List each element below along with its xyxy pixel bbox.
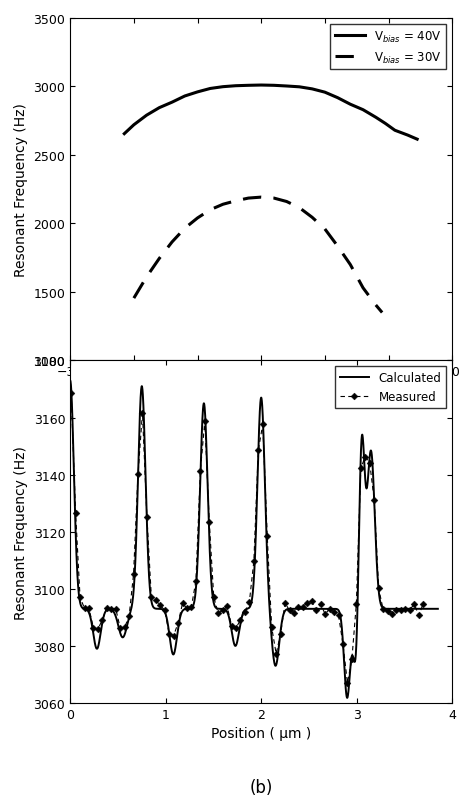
Line: Measured: Measured bbox=[69, 391, 426, 686]
Text: (a): (a) bbox=[250, 436, 273, 454]
V$_{bias}$ = 30V bbox=[271, 194, 277, 204]
V$_{bias}$ = 40V bbox=[347, 100, 353, 110]
X-axis label: Position ( μm ): Position ( μm ) bbox=[211, 385, 311, 398]
V$_{bias}$ = 40V bbox=[297, 83, 302, 92]
V$_{bias}$ = 40V bbox=[360, 106, 366, 116]
Line: V$_{bias}$ = 30V: V$_{bias}$ = 30V bbox=[134, 198, 382, 313]
V$_{bias}$ = 40V bbox=[131, 120, 137, 130]
V$_{bias}$ = 40V bbox=[383, 120, 388, 129]
Measured bbox=[68, 389, 74, 398]
V$_{bias}$ = 40V bbox=[373, 113, 379, 123]
Y-axis label: Resonant Frequency (Hz): Resonant Frequency (Hz) bbox=[14, 103, 28, 277]
V$_{bias}$ = 40V bbox=[284, 82, 290, 92]
Text: (b): (b) bbox=[249, 778, 273, 797]
Line: Calculated: Calculated bbox=[70, 381, 438, 698]
Calculated bbox=[344, 693, 350, 703]
Calculated bbox=[237, 626, 242, 636]
V$_{bias}$ = 40V bbox=[258, 81, 264, 91]
Measured bbox=[309, 597, 315, 606]
Measured bbox=[282, 598, 288, 608]
V$_{bias}$ = 30V bbox=[258, 193, 264, 202]
V$_{bias}$ = 30V bbox=[208, 206, 213, 215]
V$_{bias}$ = 30V bbox=[284, 198, 290, 207]
Calculated bbox=[67, 376, 73, 385]
Calculated bbox=[424, 604, 430, 613]
V$_{bias}$ = 40V bbox=[195, 88, 201, 98]
V$_{bias}$ = 40V bbox=[246, 81, 251, 91]
V$_{bias}$ = 30V bbox=[156, 255, 162, 264]
Legend: Calculated, Measured: Calculated, Measured bbox=[335, 367, 446, 408]
V$_{bias}$ = 40V bbox=[121, 130, 127, 140]
V$_{bias}$ = 30V bbox=[182, 224, 188, 234]
V$_{bias}$ = 40V bbox=[144, 111, 149, 120]
Measured bbox=[278, 630, 283, 639]
V$_{bias}$ = 30V bbox=[195, 214, 201, 223]
V$_{bias}$ = 40V bbox=[233, 82, 238, 92]
V$_{bias}$ = 40V bbox=[169, 98, 175, 108]
V$_{bias}$ = 40V bbox=[322, 88, 328, 98]
V$_{bias}$ = 30V bbox=[309, 213, 315, 222]
Y-axis label: Resonant Frequency (Hz): Resonant Frequency (Hz) bbox=[14, 445, 28, 619]
V$_{bias}$ = 30V bbox=[246, 194, 251, 204]
V$_{bias}$ = 40V bbox=[182, 92, 188, 102]
V$_{bias}$ = 40V bbox=[271, 81, 277, 91]
V$_{bias}$ = 40V bbox=[309, 85, 315, 95]
Measured bbox=[224, 601, 230, 611]
V$_{bias}$ = 30V bbox=[220, 200, 226, 210]
V$_{bias}$ = 30V bbox=[322, 225, 328, 234]
Calculated bbox=[435, 604, 441, 613]
Calculated bbox=[425, 604, 430, 613]
Legend: V$_{bias}$ = 40V, V$_{bias}$ = 30V: V$_{bias}$ = 40V, V$_{bias}$ = 30V bbox=[330, 25, 446, 70]
V$_{bias}$ = 30V bbox=[297, 204, 302, 214]
Calculated bbox=[246, 603, 252, 613]
V$_{bias}$ = 30V bbox=[335, 242, 340, 251]
V$_{bias}$ = 40V bbox=[220, 83, 226, 92]
V$_{bias}$ = 30V bbox=[373, 301, 379, 311]
V$_{bias}$ = 30V bbox=[360, 283, 366, 293]
V$_{bias}$ = 40V bbox=[335, 94, 340, 104]
V$_{bias}$ = 30V bbox=[144, 273, 149, 283]
V$_{bias}$ = 30V bbox=[233, 197, 238, 206]
V$_{bias}$ = 40V bbox=[208, 84, 213, 94]
V$_{bias}$ = 30V bbox=[379, 308, 385, 318]
Measured bbox=[420, 599, 426, 609]
Line: V$_{bias}$ = 40V: V$_{bias}$ = 40V bbox=[124, 86, 417, 140]
V$_{bias}$ = 30V bbox=[131, 294, 137, 304]
Calculated bbox=[86, 608, 92, 618]
V$_{bias}$ = 40V bbox=[405, 131, 410, 141]
V$_{bias}$ = 40V bbox=[414, 135, 420, 145]
X-axis label: Position ( μm ): Position ( μm ) bbox=[211, 727, 311, 740]
V$_{bias}$ = 40V bbox=[156, 104, 162, 113]
V$_{bias}$ = 30V bbox=[347, 260, 353, 270]
V$_{bias}$ = 30V bbox=[169, 238, 175, 247]
Measured bbox=[345, 679, 350, 688]
Measured bbox=[296, 602, 301, 612]
Measured bbox=[385, 606, 391, 616]
V$_{bias}$ = 40V bbox=[392, 126, 398, 136]
Calculated bbox=[357, 487, 363, 496]
